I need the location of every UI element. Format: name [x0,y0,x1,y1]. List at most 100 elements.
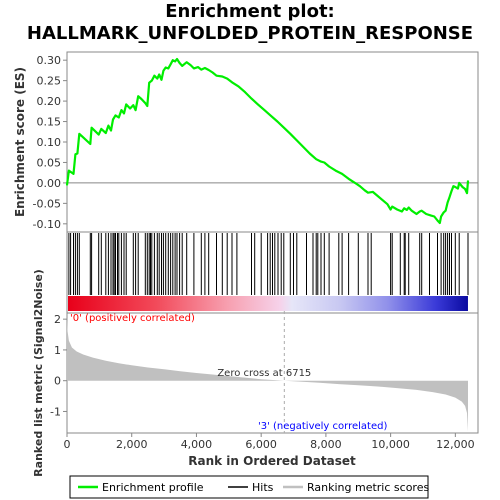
es-point [289,133,292,135]
es-point [231,81,233,84]
es-point [386,203,389,205]
es-axis: -0.10 -0.05 0.00 0.05 0.10 0.15 0.20 0.25 0.30 [33,54,67,231]
es-point [189,64,192,66]
es-point [444,209,447,212]
x-tick-label: 12,000 [436,438,475,451]
es-point [448,196,451,198]
enrichment-profile-points [66,58,469,224]
es-point [320,160,322,163]
es-point [372,191,374,193]
es-tick-label: 0.20 [37,95,62,108]
es-point [144,102,147,104]
es-point [200,68,203,71]
es-point [440,215,442,218]
es-point [123,112,125,115]
x-tick-label: 10,000 [371,438,410,451]
es-point [450,190,453,192]
es-point [107,124,110,127]
es-point [403,207,406,210]
legend-box [69,475,429,499]
es-tick-label: -0.10 [33,218,61,231]
es-point [270,115,272,117]
es-point [244,91,246,93]
es-tick-label: 0.10 [37,136,62,149]
es-point [72,173,75,175]
es-point [137,95,139,97]
es-point [118,116,120,119]
negative-correlation-label: '3' (negatively correlated) [258,421,387,432]
es-point [446,201,449,204]
metric-tick-label: 0 [54,375,61,388]
es-point [354,182,356,184]
es-point [296,139,298,142]
es-point [78,133,81,135]
es-point [114,114,117,117]
x-tick-label: 0 [64,438,71,451]
positive-correlation-label: '0' (positively correlated) [70,313,195,324]
es-point [74,153,77,156]
es-point [359,185,361,187]
es-point [169,63,172,66]
es-point [420,209,423,212]
es-y-axis-label: Enrichment score (ES) [13,67,27,217]
ranking-metric-area [67,317,468,432]
metric-axis: -1 0 1 2 [50,313,67,418]
x-tick-label: 6,000 [245,438,277,451]
es-point [105,132,107,134]
chart-title-line1: Enrichment plot: [165,1,335,22]
es-point [347,178,350,180]
es-point [418,210,421,213]
es-point [211,71,214,74]
es-point [97,133,100,136]
es-point [415,213,418,215]
x-tick-label: 2,000 [116,438,148,451]
es-point [458,182,461,184]
metric-y-axis-label: Ranked list metric (Signal2Noise) [32,269,45,477]
es-point [341,173,343,175]
es-point [381,199,384,201]
es-point [76,152,79,155]
es-tick-label: 0.15 [37,116,62,129]
metric-tick-label: 1 [54,344,61,357]
es-tick-label: 0.00 [37,177,62,190]
es-point [153,74,156,77]
es-point [100,128,103,130]
es-point [457,187,459,190]
es-point [283,127,286,129]
x-axis-label: Rank in Ordered Dataset [188,454,356,468]
es-point [328,165,330,168]
es-point [178,62,181,64]
es-point [367,191,369,194]
es-point [83,137,85,139]
es-point [151,79,153,82]
es-point [164,66,167,69]
es-point [315,158,318,160]
hit-marks [68,233,469,295]
es-point [129,107,131,110]
es-point [302,146,305,148]
x-axis: 0 2,000 4,000 6,000 8,000 10,000 12,000 [64,433,475,451]
es-point [193,67,195,70]
es-point [396,208,398,211]
es-point [257,103,259,106]
es-point [406,209,408,211]
es-point [410,209,413,212]
x-tick-label: 8,000 [310,438,342,451]
es-panel [66,51,479,233]
es-point [132,104,135,106]
es-point [454,186,457,188]
es-tick-label: -0.05 [33,197,61,210]
es-point [430,214,432,217]
es-point [250,97,253,100]
es-point [461,186,464,188]
es-point [226,77,228,80]
es-point [125,103,127,106]
es-point [452,185,455,187]
chart-title-line2: HALLMARK_UNFOLDED_PROTEIN_RESPONSE [27,23,473,44]
es-point [433,215,436,218]
es-point [90,126,93,129]
es-point [276,120,279,123]
es-point [112,118,114,121]
es-point [160,79,163,81]
